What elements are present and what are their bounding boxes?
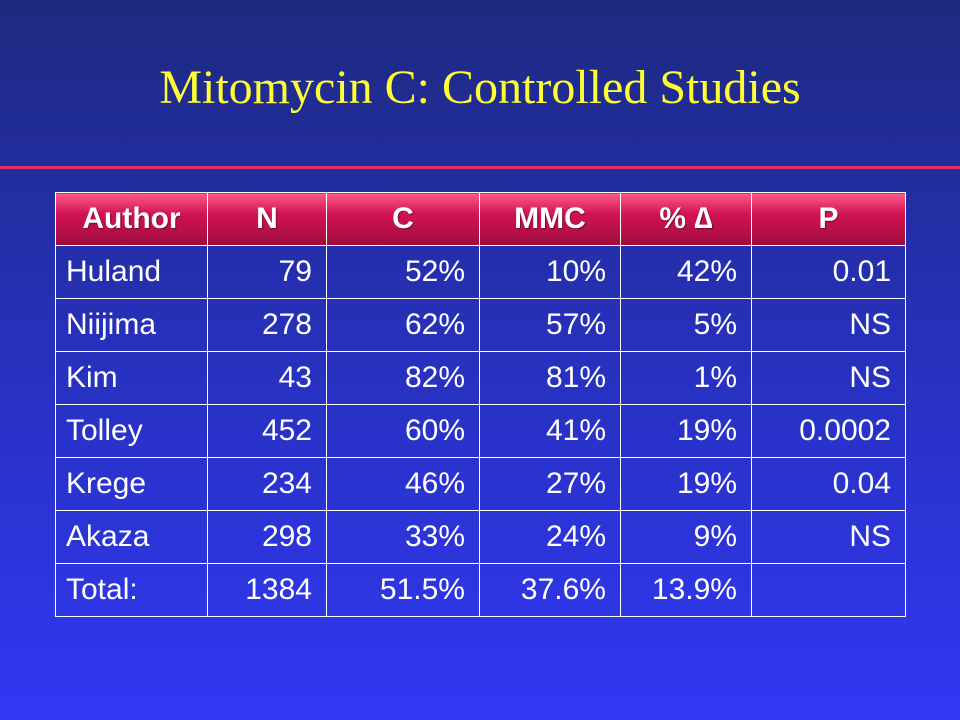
cell-c: 62% bbox=[326, 298, 480, 352]
cell-mmc: 37.6% bbox=[479, 563, 621, 617]
table-row: Kim 43 82% 81% 1% NS bbox=[55, 351, 906, 405]
cell-percent-change: 42% bbox=[620, 245, 752, 299]
cell-author: Niijima bbox=[55, 298, 208, 352]
header-n: N bbox=[207, 192, 327, 246]
cell-c: 51.5% bbox=[326, 563, 480, 617]
header-author: Author bbox=[55, 192, 208, 246]
total-row: Total: 1384 51.5% 37.6% 13.9% bbox=[55, 563, 906, 617]
slide-title: Mitomycin C: Controlled Studies bbox=[159, 61, 801, 114]
table-row: Krege 234 46% 27% 19% 0.04 bbox=[55, 457, 906, 511]
studies-table: Author N C MMC % ∆ P Huland 79 52% 10% 4… bbox=[55, 192, 906, 617]
cell-n: 1384 bbox=[207, 563, 327, 617]
cell-author: Krege bbox=[55, 457, 208, 511]
cell-percent-change: 19% bbox=[620, 404, 752, 458]
title-divider bbox=[0, 166, 960, 169]
cell-p: 0.0002 bbox=[751, 404, 906, 458]
header-mmc: MMC bbox=[479, 192, 621, 246]
table-row: Akaza 298 33% 24% 9% NS bbox=[55, 510, 906, 564]
cell-mmc: 57% bbox=[479, 298, 621, 352]
table-row: Tolley 452 60% 41% 19% 0.0002 bbox=[55, 404, 906, 458]
cell-author: Tolley bbox=[55, 404, 208, 458]
cell-author: Kim bbox=[55, 351, 208, 405]
cell-mmc: 27% bbox=[479, 457, 621, 511]
cell-p: NS bbox=[751, 510, 906, 564]
header-p: P bbox=[751, 192, 906, 246]
cell-mmc: 41% bbox=[479, 404, 621, 458]
header-c: C bbox=[326, 192, 480, 246]
cell-n: 452 bbox=[207, 404, 327, 458]
cell-author: Akaza bbox=[55, 510, 208, 564]
cell-percent-change: 19% bbox=[620, 457, 752, 511]
table-row: Huland 79 52% 10% 42% 0.01 bbox=[55, 245, 906, 299]
cell-c: 33% bbox=[326, 510, 480, 564]
cell-n: 43 bbox=[207, 351, 327, 405]
cell-n: 298 bbox=[207, 510, 327, 564]
cell-percent-change: 5% bbox=[620, 298, 752, 352]
cell-p: 0.04 bbox=[751, 457, 906, 511]
cell-c: 82% bbox=[326, 351, 480, 405]
cell-c: 60% bbox=[326, 404, 480, 458]
cell-mmc: 24% bbox=[479, 510, 621, 564]
cell-n: 278 bbox=[207, 298, 327, 352]
cell-n: 234 bbox=[207, 457, 327, 511]
cell-c: 52% bbox=[326, 245, 480, 299]
cell-percent-change: 9% bbox=[620, 510, 752, 564]
cell-p: NS bbox=[751, 298, 906, 352]
cell-p bbox=[751, 563, 906, 617]
cell-mmc: 81% bbox=[479, 351, 621, 405]
cell-n: 79 bbox=[207, 245, 327, 299]
header-row: Author N C MMC % ∆ P bbox=[55, 192, 906, 246]
cell-p: NS bbox=[751, 351, 906, 405]
cell-percent-change: 13.9% bbox=[620, 563, 752, 617]
table-row: Niijima 278 62% 57% 5% NS bbox=[55, 298, 906, 352]
cell-author: Huland bbox=[55, 245, 208, 299]
cell-c: 46% bbox=[326, 457, 480, 511]
cell-p: 0.01 bbox=[751, 245, 906, 299]
cell-percent-change: 1% bbox=[620, 351, 752, 405]
cell-author: Total: bbox=[55, 563, 208, 617]
cell-mmc: 10% bbox=[479, 245, 621, 299]
header-percent-change: % ∆ bbox=[620, 192, 752, 246]
